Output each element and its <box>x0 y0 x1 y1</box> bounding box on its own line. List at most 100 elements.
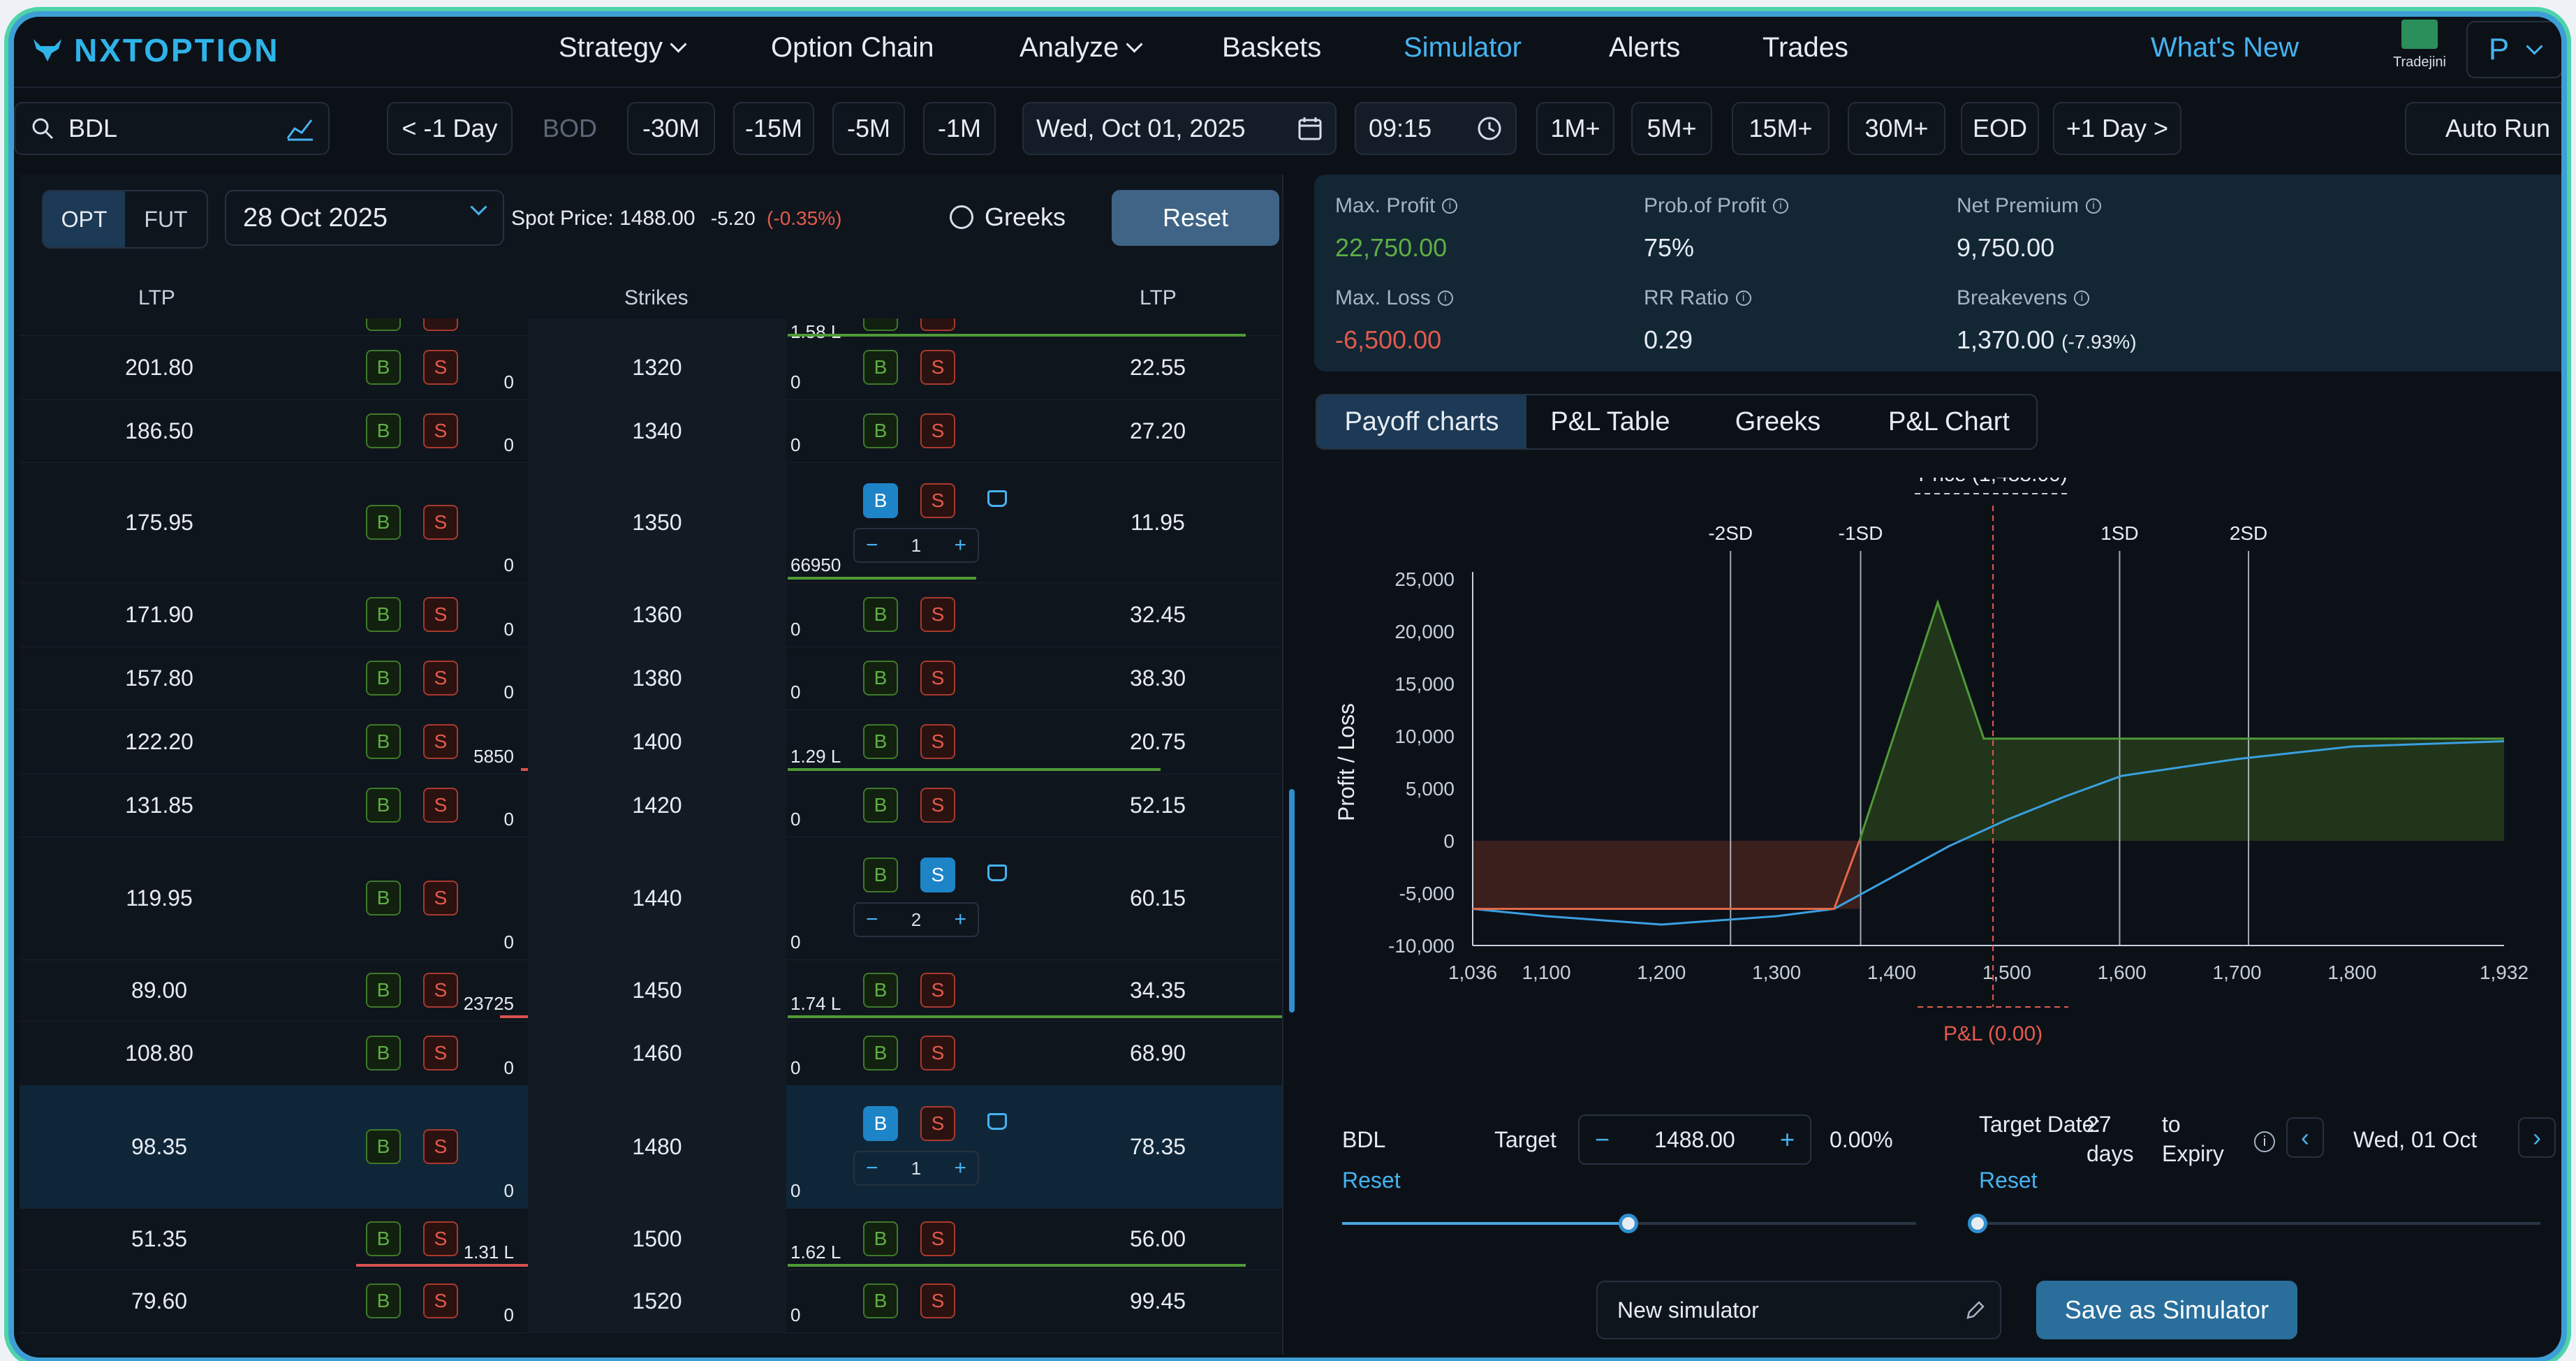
plus-15m-button[interactable]: 15M+ <box>1732 102 1830 155</box>
sell-put-button[interactable]: S <box>920 1283 955 1318</box>
buy-put-button[interactable]: B <box>863 483 898 518</box>
minus-30m-button[interactable]: -30M <box>627 102 715 155</box>
sell-call-button[interactable]: S <box>423 1129 458 1164</box>
nav-baskets[interactable]: Baskets <box>1222 32 1321 64</box>
buy-call-button[interactable]: B <box>366 505 401 540</box>
buy-put-button[interactable]: B <box>863 1283 898 1318</box>
lot-quantity[interactable]: 2 <box>911 908 922 930</box>
sell-call-button[interactable]: S <box>423 413 458 448</box>
minus-icon[interactable]: − <box>866 908 878 931</box>
sell-put-button[interactable]: S <box>920 788 955 823</box>
sell-call-button[interactable]: S <box>423 505 458 540</box>
sell-call-button[interactable]: S <box>423 1283 458 1318</box>
minus-15m-button[interactable]: -15M <box>733 102 814 155</box>
buy-put-button[interactable]: B <box>863 858 898 892</box>
lot-quantity[interactable]: 1 <box>911 534 922 556</box>
info-icon[interactable]: i <box>2254 1131 2275 1152</box>
basket-icon[interactable] <box>987 1113 1007 1130</box>
target-reset-link[interactable]: Reset <box>1342 1168 1401 1193</box>
sell-put-button[interactable]: S <box>920 1106 955 1141</box>
broker-badge[interactable]: Tradejini <box>2381 20 2458 71</box>
buy-call-button[interactable]: B <box>366 1129 401 1164</box>
pencil-icon[interactable] <box>1965 1300 1986 1320</box>
sell-put-button[interactable] <box>920 318 955 331</box>
save-simulator-button[interactable]: Save as Simulator <box>2036 1281 2297 1339</box>
sell-call-button[interactable]: S <box>423 973 458 1008</box>
info-icon[interactable]: i <box>1735 290 1751 306</box>
buy-put-button[interactable]: B <box>863 1036 898 1071</box>
reset-button[interactable]: Reset <box>1112 190 1279 246</box>
info-icon[interactable]: i <box>2074 290 2090 306</box>
tab-pl-chart[interactable]: P&L Chart <box>1888 406 2010 436</box>
time-picker[interactable]: 09:15 <box>1355 102 1517 155</box>
plus-icon[interactable]: + <box>954 908 966 931</box>
nav-alerts[interactable]: Alerts <box>1609 32 1680 64</box>
buy-call-button[interactable]: B <box>366 881 401 915</box>
minus-icon[interactable]: − <box>866 1156 878 1179</box>
plus-1m-button[interactable]: 1M+ <box>1536 102 1614 155</box>
target-price-stepper[interactable]: − 1488.00 + <box>1578 1114 1811 1165</box>
plus-icon[interactable]: + <box>954 1156 966 1179</box>
buy-put-button[interactable]: B <box>863 973 898 1008</box>
opt-tab[interactable]: OPT <box>43 191 125 247</box>
nav-option-chain[interactable]: Option Chain <box>771 32 934 64</box>
minus-5m-button[interactable]: -5M <box>832 102 905 155</box>
sell-put-button[interactable]: S <box>920 858 955 892</box>
sell-call-button[interactable] <box>423 318 458 331</box>
buy-put-button[interactable]: B <box>863 788 898 823</box>
buy-put-button[interactable] <box>863 318 898 331</box>
bod-button[interactable]: BOD <box>542 114 597 142</box>
sell-put-button[interactable]: S <box>920 350 955 385</box>
basket-icon[interactable] <box>987 490 1007 507</box>
buy-put-button[interactable]: B <box>863 413 898 448</box>
plus-30m-button[interactable]: 30M+ <box>1848 102 1945 155</box>
nav-simulator[interactable]: Simulator <box>1404 32 1522 64</box>
plus-5m-button[interactable]: 5M+ <box>1631 102 1712 155</box>
simulator-name-input[interactable]: New simulator <box>1596 1281 2001 1339</box>
minus-1m-button[interactable]: -1M <box>923 102 996 155</box>
lot-quantity[interactable]: 1 <box>911 1157 922 1179</box>
nav-strategy[interactable]: Strategy <box>559 32 687 64</box>
buy-put-button[interactable]: B <box>863 1106 898 1141</box>
tab-pl-table[interactable]: P&L Table <box>1550 406 1670 436</box>
profile-menu[interactable]: P <box>2466 21 2561 78</box>
buy-call-button[interactable]: B <box>366 597 401 632</box>
sell-put-button[interactable]: S <box>920 661 955 696</box>
sell-put-button[interactable]: S <box>920 724 955 759</box>
sell-put-button[interactable]: S <box>920 597 955 632</box>
buy-call-button[interactable] <box>366 318 401 331</box>
buy-call-button[interactable]: B <box>366 1221 401 1256</box>
date-picker[interactable]: Wed, Oct 01, 2025 <box>1022 102 1337 155</box>
nav-analyze[interactable]: Analyze <box>1020 32 1143 64</box>
whats-new-link[interactable]: What's New <box>2151 32 2299 63</box>
sell-put-button[interactable]: S <box>920 483 955 518</box>
minus-icon[interactable]: − <box>1595 1125 1610 1154</box>
fut-tab[interactable]: FUT <box>144 206 188 232</box>
buy-put-button[interactable]: B <box>863 1221 898 1256</box>
quantity-stepper[interactable]: − 1 + <box>853 1151 979 1186</box>
minus-icon[interactable]: − <box>866 534 878 557</box>
buy-call-button[interactable]: B <box>366 973 401 1008</box>
plus-icon[interactable]: + <box>1779 1125 1795 1154</box>
sell-call-button[interactable]: S <box>423 724 458 759</box>
sell-put-button[interactable]: S <box>920 973 955 1008</box>
sell-call-button[interactable]: S <box>423 881 458 915</box>
chart-icon[interactable] <box>286 116 314 141</box>
sell-put-button[interactable]: S <box>920 1036 955 1071</box>
buy-put-button[interactable]: B <box>863 597 898 632</box>
eod-button[interactable]: EOD <box>1961 102 2039 155</box>
info-icon[interactable]: i <box>1437 290 1453 306</box>
search-input[interactable]: BDL <box>68 114 118 142</box>
buy-call-button[interactable]: B <box>366 661 401 696</box>
buy-put-button[interactable]: B <box>863 661 898 696</box>
buy-call-button[interactable]: B <box>366 788 401 823</box>
sell-call-button[interactable]: S <box>423 350 458 385</box>
expiry-select[interactable]: 28 Oct 2025 <box>225 190 504 246</box>
tab-greeks[interactable]: Greeks <box>1735 406 1821 436</box>
basket-icon[interactable] <box>987 865 1007 881</box>
sell-call-button[interactable]: S <box>423 788 458 823</box>
sell-call-button[interactable]: S <box>423 597 458 632</box>
sell-put-button[interactable]: S <box>920 413 955 448</box>
buy-put-button[interactable]: B <box>863 350 898 385</box>
next-date-button[interactable]: › <box>2518 1117 2556 1158</box>
